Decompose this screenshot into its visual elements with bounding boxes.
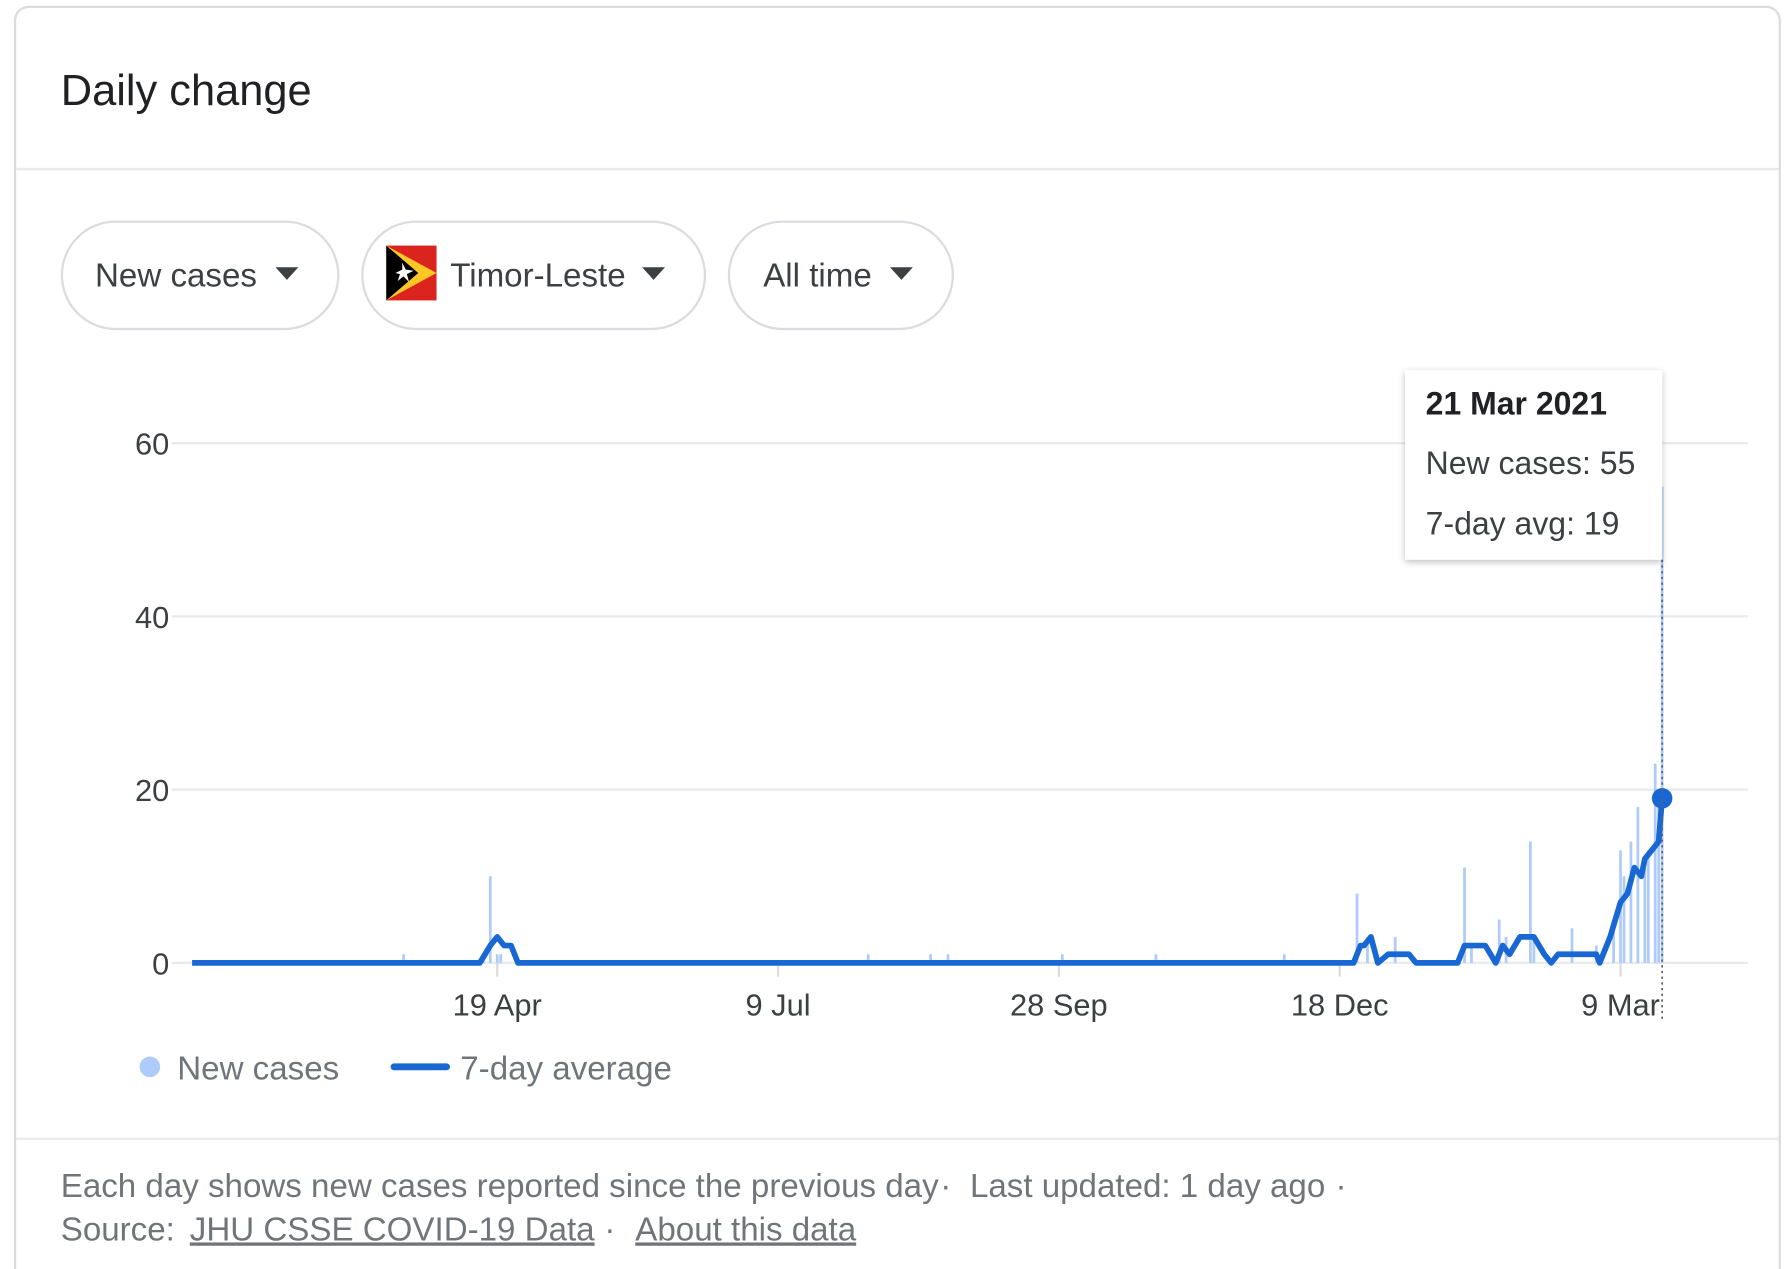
bar — [1470, 945, 1473, 963]
bar — [1657, 806, 1661, 963]
dropdown-arrow[interactable] — [275, 267, 299, 280]
country-dropdown[interactable]: Timor-Leste — [361, 220, 707, 331]
y-tick-label: 20 — [135, 773, 169, 808]
dropdown-label[interactable]: All time — [763, 258, 872, 295]
bar — [1154, 954, 1158, 963]
about-link[interactable]: About this data — [635, 1211, 856, 1248]
bar — [1660, 486, 1664, 963]
bar — [1532, 936, 1536, 963]
legend: New cases 7-day average — [139, 1050, 672, 1087]
legend-label: 7-day average — [460, 1050, 672, 1087]
tooltip: 21 Mar 2021 New cases: 55 7-day avg: 19 — [1405, 370, 1663, 560]
bar — [1643, 867, 1647, 963]
flag-star — [395, 262, 414, 283]
bar — [1629, 841, 1633, 963]
separator: · — [940, 1168, 951, 1205]
bar — [1282, 954, 1286, 963]
line — [192, 798, 1665, 966]
legend-swatch — [139, 1056, 161, 1078]
dropdown-arrow[interactable] — [642, 267, 665, 280]
y-tick-label: 40 — [135, 600, 169, 635]
tooltip-title: 21 Mar 2021 — [1426, 386, 1607, 422]
y-tick-label: 0 — [152, 946, 169, 981]
source-link[interactable]: JHU CSSE COVID-19 Data — [190, 1211, 595, 1248]
bar — [866, 954, 870, 963]
bar — [1612, 928, 1615, 963]
bar — [1529, 841, 1532, 963]
bar — [402, 954, 405, 963]
bar — [1366, 936, 1369, 963]
last-updated: Last updated: 1 day ago — [970, 1168, 1325, 1205]
dropdown-label[interactable]: New cases — [95, 258, 257, 295]
bar — [495, 954, 499, 963]
card-title: Daily change — [61, 67, 312, 115]
dropdown-arrow[interactable] — [890, 267, 913, 280]
tooltip-line: New cases: 55 — [1426, 445, 1636, 481]
metric-dropdown[interactable]: New cases — [60, 220, 340, 331]
bar — [488, 876, 492, 963]
bar — [1393, 936, 1397, 963]
y-tick-label: 60 — [135, 427, 169, 462]
footer-note: Each day shows new cases reported since … — [61, 1168, 939, 1205]
range-dropdown[interactable]: All time — [727, 220, 954, 331]
plot: 0 20 40 60 19 Apr 9 Jul 28 Sep 18 Dec 9 Mar — [135, 427, 1748, 1022]
flag — [386, 245, 437, 301]
separator: · — [604, 1211, 615, 1248]
hover-point — [1651, 788, 1673, 809]
x-tick-label: 9 Jul — [745, 987, 810, 1022]
bar — [1570, 928, 1574, 963]
bar — [1646, 850, 1650, 963]
legend-label: New cases — [177, 1050, 339, 1087]
bar — [929, 954, 932, 963]
bar — [499, 954, 503, 963]
bar — [1497, 919, 1501, 963]
dropdown-box[interactable] — [727, 220, 954, 331]
tooltip-box — [1405, 370, 1663, 560]
bar — [1622, 876, 1626, 963]
x-tick-label: 28 Sep — [1010, 987, 1108, 1022]
bar — [946, 954, 950, 963]
separator: · — [1335, 1168, 1346, 1205]
source-label: Source: — [61, 1211, 175, 1248]
bar — [1463, 867, 1466, 963]
x-tick-label: 9 Mar — [1581, 987, 1660, 1022]
bar — [1060, 954, 1064, 963]
x-tick-label: 19 Apr — [453, 987, 542, 1022]
bar — [1653, 763, 1657, 963]
x-tick-label: 18 Dec — [1291, 987, 1389, 1022]
bar — [1636, 806, 1640, 963]
tooltip-line: 7-day avg: 19 — [1426, 506, 1620, 542]
dropdown-box[interactable] — [361, 220, 707, 331]
bar — [1355, 893, 1359, 963]
dropdown-label[interactable]: Timor-Leste — [450, 258, 625, 295]
dropdown-box[interactable] — [60, 220, 340, 331]
